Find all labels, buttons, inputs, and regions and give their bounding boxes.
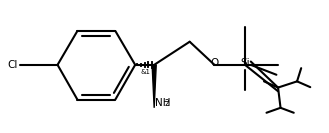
Text: Cl: Cl: [8, 60, 18, 70]
Text: O: O: [210, 58, 218, 68]
Polygon shape: [152, 65, 156, 108]
Text: &1: &1: [140, 69, 150, 75]
Text: NH: NH: [155, 98, 170, 108]
Text: Si: Si: [240, 58, 250, 68]
Text: 2: 2: [164, 99, 169, 108]
